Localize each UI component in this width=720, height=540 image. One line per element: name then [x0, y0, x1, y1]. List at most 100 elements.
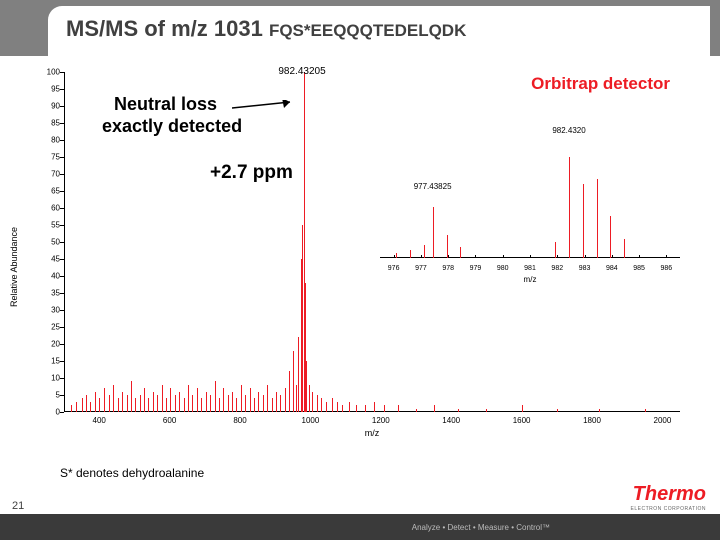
- inset-x-tick: 978: [442, 265, 454, 272]
- peak: [144, 388, 145, 412]
- title-main: MS/MS of m/z 1031: [66, 16, 269, 41]
- peak: [486, 409, 487, 412]
- inset-peak: [583, 184, 584, 258]
- inset-peak: [460, 247, 461, 258]
- neutral-loss-line1: Neutral loss: [114, 94, 217, 115]
- peak: [99, 398, 100, 412]
- peak: [349, 402, 350, 412]
- main-chart: Relative Abundance 982.43205 Neutral los…: [40, 72, 680, 462]
- header-inner: MS/MS of m/z 1031 FQS*EEQQQTEDELQDK: [48, 6, 710, 56]
- peak: [179, 392, 180, 412]
- peak: [215, 381, 216, 412]
- y-tick: 90: [36, 102, 60, 111]
- x-tick: 1200: [372, 416, 390, 425]
- y-tick: 50: [36, 238, 60, 247]
- y-tick: 95: [36, 85, 60, 94]
- peak: [293, 351, 294, 412]
- header-bar: MS/MS of m/z 1031 FQS*EEQQQTEDELQDK: [0, 0, 720, 56]
- peak: [337, 402, 338, 412]
- y-tick: 15: [36, 357, 60, 366]
- peak: [228, 395, 229, 412]
- y-tick: 25: [36, 323, 60, 332]
- x-tick: 1800: [583, 416, 601, 425]
- peak: [232, 392, 233, 412]
- peak: [192, 395, 193, 412]
- inset-peak-label: 982.4320: [552, 126, 585, 135]
- inset-x-tick: 983: [579, 265, 591, 272]
- inset-peak: [424, 245, 425, 258]
- inset-x-tick: 986: [661, 265, 673, 272]
- inset-peak: [396, 253, 397, 258]
- peak: [175, 395, 176, 412]
- y-tick: 0: [36, 408, 60, 417]
- y-tick: 60: [36, 204, 60, 213]
- y-tick: 10: [36, 374, 60, 383]
- peak: [241, 385, 242, 412]
- peak: [201, 398, 202, 412]
- peak: [398, 405, 399, 412]
- peak: [188, 385, 189, 412]
- peak: [245, 395, 246, 412]
- footer-bar: [0, 514, 720, 540]
- peak: [153, 392, 154, 412]
- slide-number: 21: [12, 500, 24, 512]
- x-tick: 600: [163, 416, 176, 425]
- y-tick: 75: [36, 153, 60, 162]
- peak: [312, 392, 313, 412]
- y-tick: 65: [36, 187, 60, 196]
- y-tick: 55: [36, 221, 60, 230]
- peak: [166, 398, 167, 412]
- logo-main: Thermo: [631, 483, 706, 506]
- inset-x-tick: 985: [633, 265, 645, 272]
- x-tick: 800: [233, 416, 246, 425]
- inset-peak-label: 977.43825: [414, 182, 452, 191]
- peak: [127, 395, 128, 412]
- y-tick: 35: [36, 289, 60, 298]
- peak: [71, 405, 72, 412]
- peak: [140, 395, 141, 412]
- inset-peak: [433, 207, 434, 258]
- peak: [170, 388, 171, 412]
- y-tick: 5: [36, 391, 60, 400]
- peak: [118, 398, 119, 412]
- y-tick: 20: [36, 340, 60, 349]
- inset-peak: [624, 239, 625, 258]
- inset-x-tick: 979: [470, 265, 482, 272]
- peak: [254, 398, 255, 412]
- y-tick: 30: [36, 306, 60, 315]
- peak: [131, 381, 132, 412]
- peak: [197, 388, 198, 412]
- peak: [250, 388, 251, 412]
- inset-peak: [447, 235, 448, 258]
- peak: [416, 409, 417, 412]
- inset-peak: [410, 250, 411, 258]
- x-tick: 1400: [442, 416, 460, 425]
- peak: [434, 405, 435, 412]
- peak: [122, 392, 123, 412]
- x-tick: 400: [93, 416, 106, 425]
- tagline: Analyze • Detect • Measure • Control™: [412, 523, 550, 532]
- slide-title: MS/MS of m/z 1031 FQS*EEQQQTEDELQDK: [66, 16, 466, 41]
- peak: [104, 388, 105, 412]
- peak: [522, 405, 523, 412]
- peak: [276, 392, 277, 412]
- peak: [263, 395, 264, 412]
- peak: [90, 402, 91, 412]
- inset-x-tick: 982: [551, 265, 563, 272]
- peak: [321, 398, 322, 412]
- neutral-loss-arrow: [232, 100, 302, 130]
- peak: [210, 395, 211, 412]
- peak: [223, 388, 224, 412]
- inset-peak: [569, 157, 570, 258]
- x-tick: 1600: [513, 416, 531, 425]
- footnote: S* denotes dehydroalanine: [60, 466, 204, 480]
- inset-peak: [597, 179, 598, 259]
- peak: [135, 398, 136, 412]
- peak: [162, 385, 163, 412]
- y-axis-label: Relative Abundance: [9, 227, 19, 307]
- neutral-loss-line2: exactly detected: [102, 116, 242, 137]
- inset-chart: 976977978979980981982983984985986m/z977.…: [380, 142, 680, 272]
- peak: [365, 405, 366, 412]
- main-peak-label: 982.43205: [278, 66, 325, 77]
- y-tick: 80: [36, 136, 60, 145]
